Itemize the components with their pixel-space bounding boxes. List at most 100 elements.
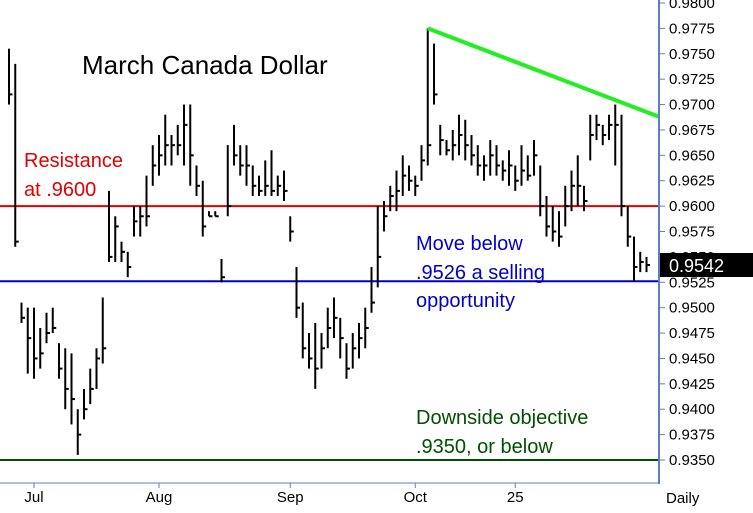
price-bar	[351, 333, 357, 369]
price-bar	[595, 114, 600, 141]
y-tick-label: 0.9450	[669, 350, 715, 367]
price-bar	[539, 165, 544, 217]
price-bar	[608, 114, 613, 141]
x-tick-label: Oct	[404, 489, 428, 506]
price-bar	[33, 307, 38, 379]
price-bar	[301, 302, 307, 359]
downside-annotation-line-1: Downside objective	[416, 407, 588, 429]
price-bar	[133, 206, 138, 237]
resistance-trendline	[427, 26, 660, 119]
price-bar	[276, 175, 282, 196]
time-axis-ticks: Jul Aug Sep Oct 25	[24, 483, 524, 506]
y-tick-label: 0.9600	[669, 198, 715, 215]
y-tick-label: 0.9800	[669, 0, 715, 12]
price-bar	[414, 175, 419, 196]
y-tick-label: 0.9575	[669, 224, 715, 241]
last-price-label: 0.9542	[669, 256, 724, 276]
price-bar	[226, 145, 232, 217]
move-below-annotation: Move below .9526 a selling opportunity	[416, 233, 551, 312]
resistance-annotation-line-2: at .9600	[24, 179, 96, 201]
y-tick-label: 0.9700	[669, 97, 715, 114]
x-tick-label: 25	[507, 489, 524, 506]
price-bar	[558, 211, 563, 247]
y-tick-label: 0.9725	[669, 71, 715, 88]
price-bar	[189, 104, 194, 186]
price-bar	[308, 333, 313, 369]
price-bar	[151, 145, 157, 186]
price-bar	[389, 185, 394, 212]
price-bar	[120, 241, 125, 262]
y-tick-label: 0.9425	[669, 376, 715, 393]
y-tick-label: 0.9750	[669, 46, 715, 63]
price-bar	[483, 155, 488, 181]
y-tick-label: 0.9525	[669, 274, 715, 291]
price-bar	[514, 165, 519, 191]
price-bar	[83, 388, 88, 420]
price-bar	[439, 124, 444, 156]
price-bar	[583, 185, 588, 212]
price-bar	[401, 155, 407, 196]
move-below-annotation-line-2: .9526 a selling	[416, 262, 545, 284]
price-bar	[476, 145, 482, 176]
price-axis-ticks: 0.9800 0.9775 0.9750 0.9725 0.9700 0.9675 0.96…	[659, 0, 715, 469]
price-bar	[408, 165, 413, 191]
downside-annotation-line-2: .9350, or below	[416, 436, 553, 458]
price-bar	[639, 251, 644, 273]
price-bar	[320, 333, 325, 369]
move-below-annotation-line-3: opportunity	[416, 290, 515, 312]
price-bar	[520, 145, 525, 186]
price-bar	[101, 297, 107, 364]
price-bar	[283, 170, 288, 202]
price-bar	[214, 211, 219, 218]
price-bar	[8, 48, 13, 105]
price-bar	[501, 160, 507, 181]
frequency-label: Daily	[666, 490, 700, 507]
price-bar	[370, 267, 375, 313]
price-bar	[326, 307, 332, 349]
price-bar	[451, 129, 457, 161]
x-tick-label: Sep	[277, 489, 304, 506]
price-bar	[158, 135, 163, 176]
price-bars	[8, 28, 650, 455]
price-bar	[70, 353, 75, 425]
move-below-annotation-line-1: Move below	[416, 233, 523, 255]
price-bar	[201, 180, 207, 237]
price-bar	[633, 236, 638, 282]
price-bar	[258, 175, 263, 196]
price-bar	[564, 185, 569, 227]
price-bar	[295, 267, 300, 318]
x-tick-label: Aug	[146, 489, 173, 506]
price-bar	[533, 140, 538, 176]
price-bar	[545, 195, 550, 237]
resistance-annotation: Resistance at .9600	[24, 150, 129, 201]
price-bar	[495, 145, 500, 176]
trendline-group	[427, 26, 660, 119]
y-tick-label: 0.9375	[669, 427, 715, 444]
chart-title: March Canada Dollar	[82, 50, 328, 80]
y-tick-label: 0.9775	[669, 20, 715, 37]
price-bar	[426, 28, 432, 166]
price-bar	[576, 155, 582, 207]
price-bar	[220, 258, 225, 283]
price-bar	[264, 160, 269, 196]
price-bar	[383, 201, 388, 232]
price-bar	[26, 307, 32, 374]
price-bar	[89, 368, 94, 405]
price-bar	[76, 409, 82, 455]
price-bar	[14, 63, 19, 247]
price-bar	[20, 302, 25, 323]
price-bar	[239, 145, 244, 176]
price-bar	[620, 114, 625, 217]
price-bar	[176, 124, 182, 156]
price-bar	[245, 145, 250, 186]
price-bar	[433, 43, 438, 105]
price-bar	[395, 170, 400, 212]
price-bar	[333, 297, 338, 339]
price-bar	[364, 307, 369, 349]
price-bar	[358, 322, 363, 359]
price-bar	[58, 343, 63, 379]
price-bar	[551, 206, 557, 242]
price-bar	[270, 150, 275, 196]
price-bar	[645, 256, 650, 273]
